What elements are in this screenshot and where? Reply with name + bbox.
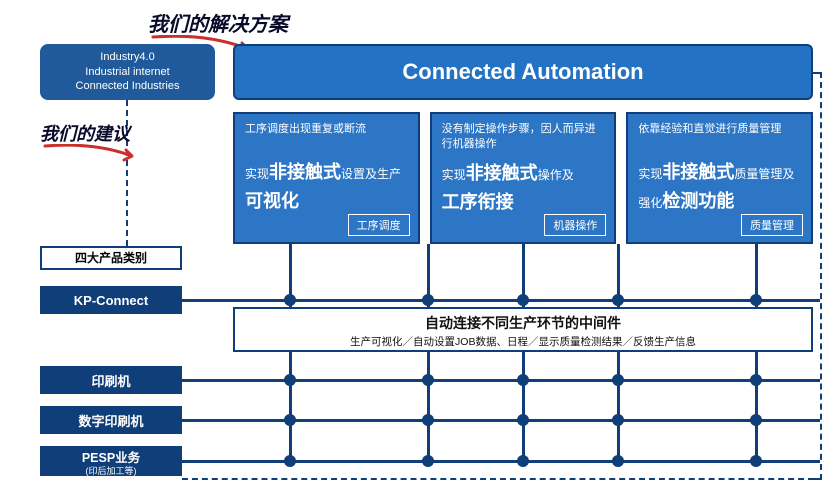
cards-row: 工序调度出现重复或断流 实现非接触式设置及生产可视化 工序调度 没有制定操作步骤… bbox=[233, 112, 813, 244]
industry-line1: Industry4.0 bbox=[40, 50, 215, 65]
row-line-0 bbox=[182, 299, 820, 302]
card-1-mid: 实现非接触式设置及生产可视化 bbox=[245, 158, 408, 216]
card-2-top: 没有制定操作步骤，因人而异进行机器操作 bbox=[442, 122, 605, 153]
annotation-suggestion-text: 我们的建议 bbox=[40, 124, 130, 144]
categories-header: 四大产品类别 bbox=[40, 246, 182, 270]
dot-1-0 bbox=[284, 374, 296, 386]
dot-2-2 bbox=[517, 414, 529, 426]
dot-0-4 bbox=[750, 294, 762, 306]
dot-1-3 bbox=[612, 374, 624, 386]
row-label-1: 印刷机 bbox=[40, 366, 182, 394]
industry-box: Industry4.0 Industrial internet Connecte… bbox=[40, 44, 215, 100]
dot-0-3 bbox=[612, 294, 624, 306]
card-2: 没有制定操作步骤，因人而异进行机器操作 实现非接触式操作及工序衔接 机器操作 bbox=[430, 112, 617, 244]
card-3: 依靠经验和直觉进行质量管理 实现非接触式质量管理及强化检测功能 质量管理 bbox=[626, 112, 813, 244]
dot-1-2 bbox=[517, 374, 529, 386]
dash-frame-bottom bbox=[182, 478, 814, 480]
annotation-solution-text: 我们的解决方案 bbox=[148, 14, 288, 36]
vconnect-3 bbox=[617, 244, 620, 300]
card-3-tag: 质量管理 bbox=[741, 214, 803, 236]
dot-3-3 bbox=[612, 455, 624, 467]
industry-line2: Industrial internet bbox=[40, 65, 215, 80]
middleware-sub: 生产可视化／自动设置JOB数据、日程／显示质量检测结果／反馈生产信息 bbox=[235, 334, 811, 349]
categories-header-text: 四大产品类别 bbox=[75, 251, 147, 265]
vconnect-1 bbox=[427, 244, 430, 300]
row-line-3 bbox=[182, 460, 820, 463]
dot-1-4 bbox=[750, 374, 762, 386]
connected-automation-box: Connected Automation bbox=[233, 44, 813, 100]
row-label-2: 数字印刷机 bbox=[40, 406, 182, 434]
industry-line3: Connected Industries bbox=[40, 79, 215, 94]
card-1: 工序调度出现重复或断流 实现非接触式设置及生产可视化 工序调度 bbox=[233, 112, 420, 244]
dot-1-1 bbox=[422, 374, 434, 386]
card-1-top: 工序调度出现重复或断流 bbox=[245, 122, 408, 152]
vconnect-0 bbox=[289, 244, 292, 300]
connected-automation-text: Connected Automation bbox=[402, 59, 643, 85]
middleware-box: 自动连接不同生产环节的中间件 生产可视化／自动设置JOB数据、日程／显示质量检测… bbox=[233, 307, 813, 352]
vconnect-4 bbox=[755, 244, 758, 300]
card-2-mid: 实现非接触式操作及工序衔接 bbox=[442, 159, 605, 217]
row-line-1 bbox=[182, 379, 820, 382]
card-3-mid: 实现非接触式质量管理及强化检测功能 bbox=[638, 158, 801, 216]
dot-0-0 bbox=[284, 294, 296, 306]
card-2-tag: 机器操作 bbox=[544, 214, 606, 236]
row-line-2 bbox=[182, 419, 820, 422]
dot-3-1 bbox=[422, 455, 434, 467]
annotation-suggestion: 我们的建议 bbox=[40, 120, 150, 164]
dot-0-2 bbox=[517, 294, 529, 306]
dot-3-2 bbox=[517, 455, 529, 467]
dot-3-0 bbox=[284, 455, 296, 467]
row-label-3: PESP业务(印后加工等) bbox=[40, 446, 182, 476]
row-label-0: KP-Connect bbox=[40, 286, 182, 314]
dot-3-4 bbox=[750, 455, 762, 467]
vconnect-2 bbox=[522, 244, 525, 300]
dot-2-0 bbox=[284, 414, 296, 426]
middleware-title: 自动连接不同生产环节的中间件 bbox=[235, 313, 811, 333]
card-1-tag: 工序调度 bbox=[348, 214, 410, 236]
dot-2-3 bbox=[612, 414, 624, 426]
dot-0-1 bbox=[422, 294, 434, 306]
card-3-top: 依靠经验和直觉进行质量管理 bbox=[638, 122, 801, 152]
dot-2-4 bbox=[750, 414, 762, 426]
dot-2-1 bbox=[422, 414, 434, 426]
